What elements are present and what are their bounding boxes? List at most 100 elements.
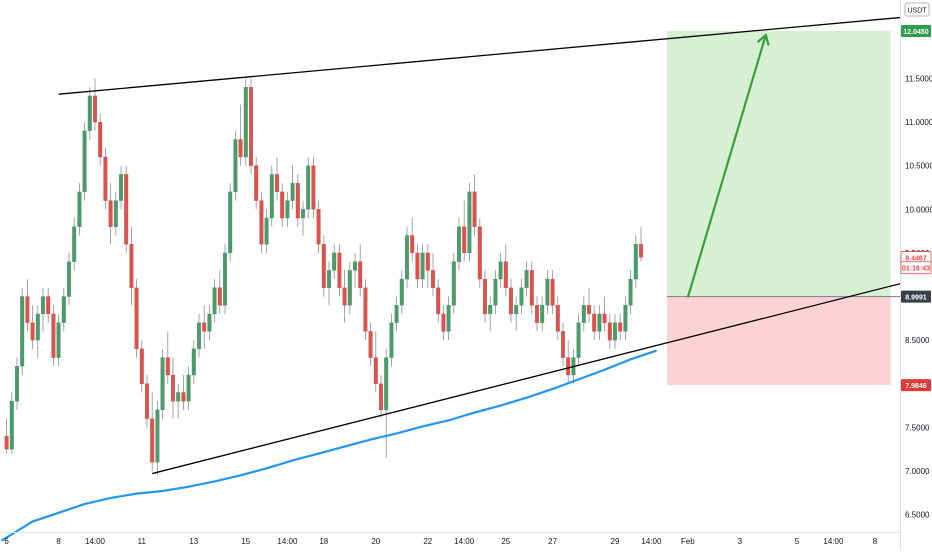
ema-line — [0, 349, 657, 542]
candle-body — [144, 383, 149, 419]
candle-body — [576, 322, 581, 358]
price-tag-box — [901, 290, 931, 303]
candle-body — [592, 313, 597, 332]
x-tick-label: 15 — [241, 537, 250, 546]
position-zones[interactable] — [667, 30, 900, 386]
candle-body — [290, 182, 295, 201]
y-tick-label: 11.0000 — [905, 118, 932, 127]
candle-body — [477, 226, 482, 280]
candle-body — [488, 305, 493, 315]
candle-body — [103, 156, 108, 201]
candle-body — [56, 322, 61, 358]
x-tick-label: 29 — [611, 537, 620, 546]
candle-body — [597, 313, 602, 332]
price-tag-label: 01:16:43 — [902, 266, 930, 273]
candle-body — [607, 322, 612, 341]
candle-body — [9, 400, 14, 450]
candle-body — [259, 200, 264, 245]
candle-body — [363, 287, 368, 332]
x-tick-label: 14:00 — [454, 537, 475, 546]
candle-body — [181, 392, 186, 402]
x-tick-label: 18 — [319, 537, 328, 546]
candle-body — [602, 313, 607, 323]
x-tick-label: Feb — [681, 537, 695, 546]
profit-zone[interactable] — [667, 30, 891, 297]
candle-body — [457, 226, 462, 262]
arrow-shaft[interactable] — [686, 34, 767, 298]
price-tags: 12.0450 9.4467 01:16:43 8.9991 7.9846 — [900, 24, 932, 392]
candle-body — [196, 322, 201, 350]
candle-body — [202, 322, 207, 332]
candle-body — [441, 313, 446, 332]
candle-body — [280, 191, 285, 219]
candle-body — [358, 261, 363, 289]
candle-body — [587, 305, 592, 315]
candle-body — [124, 174, 129, 245]
candle-body — [275, 174, 280, 193]
x-tick-label: 8 — [56, 537, 61, 546]
trendline-upper[interactable] — [58, 16, 902, 95]
candle-body — [20, 296, 25, 367]
candle-body — [399, 278, 404, 306]
candle-body — [113, 200, 118, 227]
candle-body — [410, 235, 415, 254]
candle-body — [160, 357, 165, 411]
loss-zone[interactable] — [667, 296, 891, 386]
candle-body — [186, 374, 191, 402]
x-axis[interactable]: 6 8 14:00 11 13 15 14:00 18 20 22 14:00 25 27 29 14:00… — [4, 537, 877, 546]
candle-body — [420, 252, 425, 280]
candle-body — [139, 348, 144, 384]
candle-body — [379, 383, 384, 411]
candle-body — [493, 278, 498, 306]
x-tick-label: 13 — [189, 537, 198, 546]
candle-body — [628, 278, 633, 306]
currency-badge[interactable]: USDT — [904, 2, 930, 17]
candle-body — [540, 305, 545, 323]
candle-body — [519, 287, 524, 306]
candle-body — [150, 418, 155, 463]
candle-body — [555, 305, 560, 332]
candle-body — [321, 243, 326, 289]
trendline-lower[interactable] — [152, 282, 902, 475]
candle-body — [61, 296, 66, 323]
candle-body — [327, 270, 332, 289]
candle-body — [35, 313, 40, 341]
candle-body — [165, 357, 170, 376]
x-tick-label: 11 — [138, 537, 147, 546]
price-tag-label: 7.9846 — [905, 383, 927, 390]
target-arrow[interactable] — [686, 33, 770, 298]
y-tick-label: 7.0000 — [905, 467, 930, 476]
candle-body — [623, 305, 628, 332]
candle-body — [41, 296, 46, 315]
candle-body — [483, 278, 488, 315]
candle-body — [233, 139, 238, 193]
x-tick-label: 5 — [795, 537, 800, 546]
price-tag-label: 12.0450 — [903, 29, 928, 36]
x-tick-label: 25 — [501, 537, 510, 546]
candle-body — [550, 278, 555, 306]
candle-body — [332, 252, 337, 271]
x-tick-label: 14:00 — [277, 537, 298, 546]
trendlines[interactable] — [58, 16, 902, 475]
x-tick-label: 14:00 — [85, 537, 106, 546]
candle-body — [633, 243, 638, 280]
candle-body — [222, 252, 227, 306]
candle-body — [108, 200, 113, 227]
y-tick-label: 10.5000 — [905, 162, 932, 171]
x-tick-label: 14:00 — [641, 537, 662, 546]
candle-body — [66, 261, 71, 297]
candle-body — [566, 357, 571, 376]
x-tick-label: 22 — [423, 537, 432, 546]
candle-body — [207, 313, 212, 332]
candle-body — [82, 130, 87, 193]
x-tick-label: 20 — [371, 537, 380, 546]
candle-body — [425, 252, 430, 271]
y-tick-label: 7.5000 — [905, 423, 930, 432]
candle-body — [436, 287, 441, 315]
candle-body — [353, 261, 358, 271]
candle-body — [254, 165, 259, 201]
x-tick-label: 14:00 — [823, 537, 844, 546]
y-tick-label: 6.5000 — [905, 511, 930, 520]
